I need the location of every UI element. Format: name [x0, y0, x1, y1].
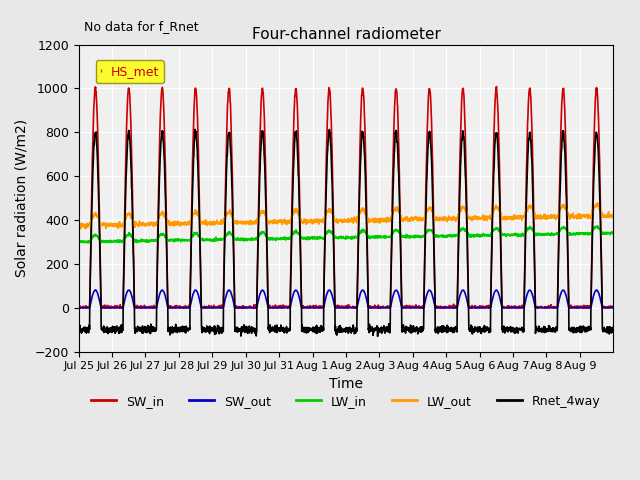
LW_in [244, 236, 252, 242]
Rnet_4way [508, 329, 515, 335]
SW_out [508, 305, 515, 311]
SW_out [129, 295, 136, 300]
SW_out [75, 305, 83, 311]
Rnet_4way [191, 127, 199, 132]
LW_out [609, 211, 617, 217]
SW_out [378, 305, 386, 311]
LW_out [594, 200, 602, 205]
LW_in [84, 240, 92, 246]
SW_out [538, 305, 545, 311]
LW_out [81, 226, 89, 231]
LW_out [129, 216, 136, 222]
LW_in [75, 238, 83, 243]
Rnet_4way [538, 328, 545, 334]
SW_in [378, 305, 386, 311]
SW_in [129, 180, 136, 186]
SW_in [508, 305, 515, 311]
LW_out [507, 215, 515, 220]
SW_out [75, 305, 83, 311]
Rnet_4way [378, 330, 386, 336]
SW_in [244, 305, 252, 311]
Rnet_4way [244, 330, 252, 336]
Rnet_4way [128, 196, 136, 202]
LW_in [594, 223, 602, 229]
LW_in [507, 232, 515, 238]
Text: No data for f_Rnet: No data for f_Rnet [84, 20, 198, 33]
SW_out [493, 287, 500, 293]
LW_in [129, 235, 136, 240]
LW_out [244, 220, 252, 226]
LW_in [609, 230, 617, 236]
SW_in [75, 304, 83, 310]
Rnet_4way [602, 327, 610, 333]
LW_out [602, 213, 610, 218]
SW_in [602, 305, 610, 311]
SW_in [493, 84, 500, 89]
SW_in [538, 304, 545, 310]
LW_in [537, 232, 545, 238]
SW_out [244, 305, 252, 311]
SW_out [609, 305, 617, 311]
Line: LW_in: LW_in [79, 226, 613, 243]
Title: Four-channel radiometer: Four-channel radiometer [252, 27, 440, 42]
Line: Rnet_4way: Rnet_4way [79, 130, 613, 336]
SW_in [75, 305, 83, 311]
LW_out [537, 216, 545, 221]
Line: SW_out: SW_out [79, 290, 613, 308]
Rnet_4way [75, 328, 83, 334]
LW_out [75, 222, 83, 228]
Legend: SW_in, SW_out, LW_in, LW_out, Rnet_4way: SW_in, SW_out, LW_in, LW_out, Rnet_4way [86, 390, 605, 413]
LW_out [378, 218, 386, 224]
LW_in [378, 234, 386, 240]
Line: SW_in: SW_in [79, 86, 613, 308]
X-axis label: Time: Time [329, 377, 363, 391]
SW_in [609, 304, 617, 310]
Rnet_4way [609, 324, 617, 330]
LW_in [602, 231, 610, 237]
Line: LW_out: LW_out [79, 203, 613, 228]
SW_out [602, 305, 610, 311]
Y-axis label: Solar radiation (W/m2): Solar radiation (W/m2) [15, 119, 29, 277]
Rnet_4way [374, 334, 381, 339]
